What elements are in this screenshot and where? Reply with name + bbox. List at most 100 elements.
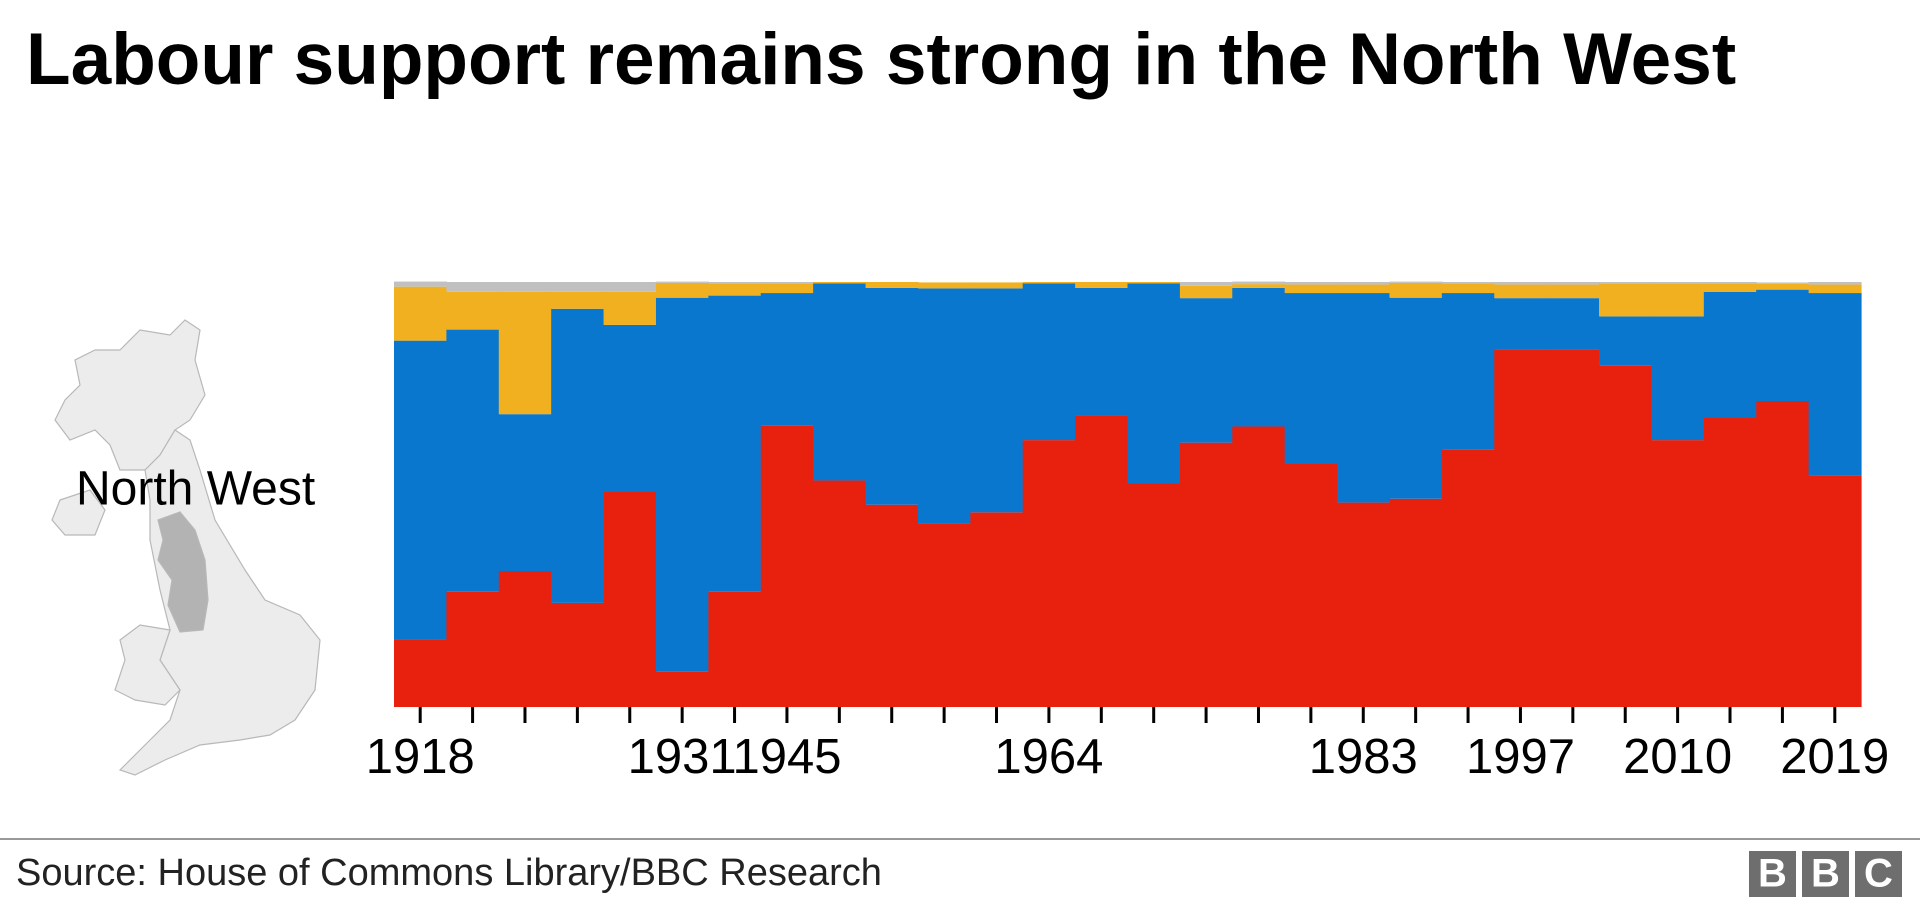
bar-segment — [498, 291, 552, 415]
bar-segment — [1232, 287, 1286, 427]
x-tick-label: 1945 — [732, 730, 841, 784]
bar-segment — [708, 591, 762, 707]
logo-letter: C — [1864, 852, 1893, 896]
map — [51, 319, 321, 776]
bar-segment — [1075, 282, 1129, 288]
bar-segment — [1337, 282, 1391, 285]
bar-segment — [1284, 282, 1338, 285]
bar-segment — [1075, 287, 1129, 416]
x-tick-label: 2019 — [1780, 730, 1889, 784]
bar-segment — [1389, 282, 1443, 298]
bar-segment — [1127, 283, 1181, 484]
bar-segment — [1441, 283, 1495, 294]
bar-segment — [394, 639, 447, 707]
bar-segment — [1546, 349, 1600, 707]
bar-segment — [970, 512, 1024, 707]
bar-segment — [760, 425, 814, 707]
bar-segment — [813, 283, 867, 481]
bar-segment — [1651, 282, 1705, 284]
bar-segment — [1808, 475, 1862, 707]
bar-segment — [1599, 282, 1653, 284]
bar-segment — [1022, 440, 1076, 707]
bar-segment — [551, 282, 605, 292]
bar-segment — [917, 288, 971, 524]
bar-segment — [1389, 297, 1443, 499]
map-wales — [114, 624, 181, 706]
map-northern-ireland — [51, 489, 106, 536]
bar-segment — [708, 295, 762, 592]
bar-segment — [1284, 284, 1338, 294]
bar-segment — [1232, 284, 1286, 288]
bar-segment — [655, 281, 709, 283]
bar-segment — [708, 283, 762, 296]
bar-segment — [760, 283, 814, 294]
bar-segment — [446, 291, 500, 330]
bar-segment — [551, 602, 605, 707]
bar-segment — [1599, 316, 1653, 366]
bar-segment — [760, 293, 814, 426]
bar-segment — [551, 308, 605, 603]
bar-segment — [865, 287, 919, 505]
bar-segment — [1494, 298, 1548, 350]
bar-segment — [1808, 282, 1862, 285]
bar-segment — [446, 591, 500, 707]
bar-segment — [1599, 283, 1653, 317]
x-tick-label: 1918 — [366, 730, 475, 784]
bar-segment — [1232, 426, 1286, 707]
bar-segment — [394, 281, 447, 287]
bar-segment — [603, 282, 657, 292]
bar-segment — [917, 282, 971, 289]
bar-segment — [1703, 283, 1757, 292]
x-tick-label: 1964 — [994, 730, 1103, 784]
bar-segment — [603, 491, 657, 707]
bar-segment — [1441, 293, 1495, 450]
bar-segment — [1022, 283, 1076, 441]
x-tick-label: 1997 — [1466, 730, 1575, 784]
source: Source: House of Commons Library/BBC Res… — [16, 852, 882, 894]
bar-segment — [655, 282, 709, 298]
bar-segment — [1494, 284, 1548, 299]
bar-segment — [1337, 502, 1391, 707]
bar-segment — [1651, 316, 1705, 441]
bar-segment — [1494, 349, 1548, 707]
bar-segment — [1599, 365, 1653, 707]
bar-segment — [1337, 293, 1391, 503]
bar-segment — [1337, 284, 1391, 294]
bar-segment — [1389, 498, 1443, 707]
x-tick-label: 2010 — [1623, 730, 1732, 784]
bar-segment — [603, 291, 657, 325]
bar-segment — [1703, 282, 1757, 284]
bar-segment — [551, 291, 605, 309]
bar-segment — [1703, 418, 1757, 707]
bar-segment — [1756, 289, 1810, 401]
x-tick-label: 1983 — [1309, 730, 1418, 784]
bar-segment — [970, 288, 1024, 513]
bar-segment — [1284, 293, 1338, 464]
bar-segment — [394, 340, 447, 640]
bar-segment — [1022, 282, 1076, 284]
bar-segment — [1179, 285, 1233, 299]
bar-segment — [655, 671, 709, 707]
bar-segment — [1179, 282, 1233, 286]
bar-segment — [1232, 281, 1286, 285]
bar-segment — [1179, 298, 1233, 443]
bar-segment — [1441, 449, 1495, 707]
bar-segment — [1546, 298, 1600, 350]
bar-segment — [655, 297, 709, 672]
chart-title: Labour support remains strong in the Nor… — [26, 19, 1737, 100]
bar-segment — [1284, 463, 1338, 707]
bar-segment — [446, 329, 500, 592]
logo-box — [1749, 851, 1796, 897]
logo-letter: B — [1811, 852, 1840, 896]
bar-segment — [1179, 442, 1233, 707]
bar-segment — [1389, 281, 1443, 283]
logo-box — [1802, 851, 1849, 897]
bar-segment — [813, 282, 867, 284]
logo-box — [1855, 851, 1902, 897]
bar-segment — [1756, 401, 1810, 707]
bar-segment — [1756, 282, 1810, 284]
bar-segment — [1127, 282, 1181, 284]
